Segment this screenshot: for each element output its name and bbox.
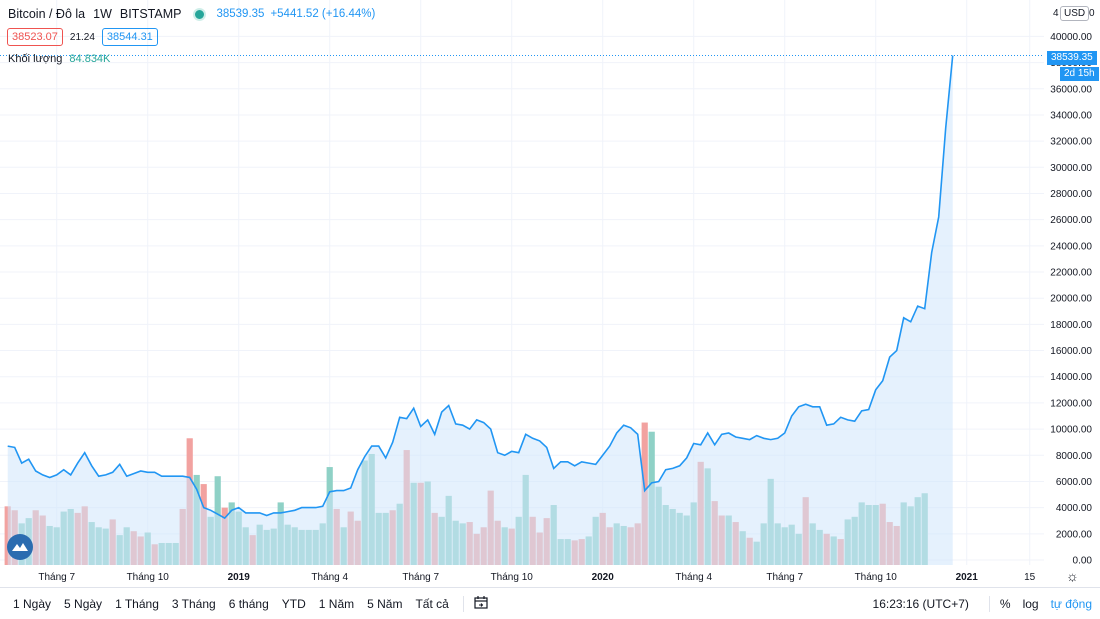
volume-legend: Khối lượng 84.834K: [8, 53, 110, 65]
range-5y-button[interactable]: 5 Năm: [367, 596, 403, 611]
x-tick-label: Tháng 10: [855, 572, 898, 583]
bid-ask-row: 38523.07 21.24 38544.31: [7, 28, 158, 46]
range-1y-button[interactable]: 1 Năm: [318, 596, 355, 611]
auto-scale-toggle[interactable]: tự động: [1050, 597, 1092, 611]
spread-value: 21.24: [69, 31, 95, 43]
y-tick-label: 28000.00: [1050, 189, 1092, 200]
y-tick-label: 2000.00: [1056, 529, 1093, 540]
range-1m-button[interactable]: 1 Tháng: [115, 596, 159, 611]
price-change: +5441.52 (+16.44%): [270, 8, 376, 20]
top-tick-partial: 4: [1053, 8, 1059, 19]
price-line: [7, 55, 954, 520]
y-tick-label: 12000.00: [1050, 398, 1092, 409]
y-tick-label: 8000.00: [1056, 451, 1093, 462]
y-tick-label: 24000.00: [1050, 241, 1092, 252]
clock-timezone[interactable]: 16:23:16 (UTC+7): [872, 597, 969, 611]
range-ytd-button[interactable]: YTD: [281, 596, 306, 611]
y-tick-label: 40000.00: [1050, 32, 1092, 43]
grid-lines: [0, 0, 1044, 565]
x-tick-label: 2019: [228, 572, 251, 583]
volume-value: 84.834K: [69, 53, 111, 65]
y-tick-label: 16000.00: [1050, 346, 1092, 357]
x-tick-label: 2020: [592, 572, 615, 583]
exchange-label: BITSTAMP: [119, 7, 182, 21]
x-tick-label: Tháng 4: [311, 572, 348, 583]
tradingview-logo-icon[interactable]: [7, 534, 33, 560]
toolbar-divider: [462, 595, 464, 612]
last-price-tag: 38539.35: [1047, 51, 1097, 65]
range-5d-button[interactable]: 5 Ngày: [64, 596, 103, 611]
y-tick-label: 32000.00: [1050, 137, 1092, 148]
y-tick-label: 6000.00: [1056, 477, 1093, 488]
x-tick-label: Tháng 10: [491, 572, 534, 583]
y-tick-label: 30000.00: [1050, 163, 1092, 174]
y-tick-label: 0.00: [1073, 556, 1093, 567]
range-1d-button[interactable]: 1 Ngày: [13, 596, 52, 611]
y-tick-label: 18000.00: [1050, 320, 1092, 331]
x-tick-label: Tháng 4: [675, 572, 712, 583]
scale-controls: 16:23:16 (UTC+7) % log tự động: [873, 596, 1092, 612]
symbol-name[interactable]: Bitcoin / Đô la: [8, 7, 86, 21]
volume-label: Khối lượng: [8, 53, 63, 65]
y-tick-label: 10000.00: [1050, 425, 1092, 436]
price-area-fill: [7, 55, 953, 565]
y-tick-label: 20000.00: [1050, 294, 1092, 305]
price-chart[interactable]: 0.00 2000.00 4000.00 6000.00 8000.00 10000.00…: [0, 0, 1100, 587]
y-tick-label: 22000.00: [1050, 268, 1092, 279]
x-tick-label: Tháng 7: [38, 572, 75, 583]
axis-settings-icon[interactable]: ☼: [1066, 568, 1079, 584]
last-price: 38539.35: [216, 8, 265, 20]
ask-price[interactable]: 38544.31: [101, 28, 158, 46]
price-axis[interactable]: 0.00 2000.00 4000.00 6000.00 8000.00 10000.00…: [1050, 32, 1092, 567]
currency-button[interactable]: USD: [1060, 6, 1090, 21]
bottom-toolbar: 1 Ngày 5 Ngày 1 Tháng 3 Tháng 6 tháng YT…: [0, 587, 1100, 619]
bar-countdown-tag: 2d 15h: [1060, 67, 1099, 81]
top-tick-partial-right: 0: [1089, 8, 1095, 19]
interval-label[interactable]: 1W: [93, 7, 112, 21]
range-all-button[interactable]: Tất cả: [415, 596, 449, 611]
x-tick-label: 15: [1024, 572, 1036, 583]
time-axis[interactable]: Tháng 7 Tháng 10 2019 Tháng 4 Tháng 7 Tháng 1…: [38, 572, 1035, 583]
x-tick-label: Tháng 10: [127, 572, 170, 583]
y-tick-label: 36000.00: [1050, 84, 1092, 95]
goto-date-icon[interactable]: [474, 595, 488, 612]
x-tick-label: 2021: [956, 572, 979, 583]
y-tick-label: 4000.00: [1056, 503, 1093, 514]
toolbar-divider: [988, 596, 990, 612]
log-scale-toggle[interactable]: log: [1022, 597, 1039, 611]
range-3m-button[interactable]: 3 Tháng: [171, 596, 216, 611]
symbol-legend: Bitcoin / Đô la 1W BITSTAMP 38539.35 +54…: [8, 7, 381, 21]
x-tick-label: Tháng 7: [766, 572, 803, 583]
y-tick-label: 26000.00: [1050, 215, 1092, 226]
y-tick-label: 14000.00: [1050, 372, 1092, 383]
x-tick-label: Tháng 7: [402, 572, 439, 583]
range-6m-button[interactable]: 6 tháng: [228, 596, 269, 611]
bid-price[interactable]: 38523.07: [7, 28, 63, 46]
y-tick-label: 34000.00: [1050, 110, 1092, 121]
market-status-icon: [193, 7, 207, 21]
percent-scale-toggle[interactable]: %: [999, 597, 1011, 611]
